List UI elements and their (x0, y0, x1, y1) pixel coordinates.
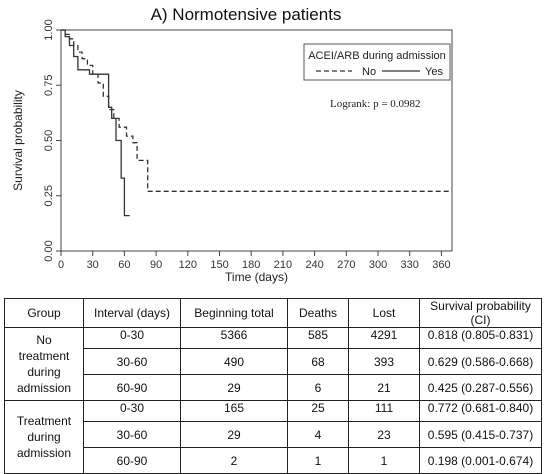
y-tick-label: 0.75 (43, 75, 55, 96)
km-survival-chart: A) Normotensive patients 0.00 0.25 0.50 0.75… (11, 5, 453, 284)
x-tick-label: 240 (305, 259, 323, 271)
x-tick-label: 360 (432, 259, 450, 271)
group-label-line: admission (16, 381, 72, 395)
lost-cell: 21 (348, 374, 420, 401)
x-tick-label: 300 (369, 259, 387, 271)
deaths-cell: 585 (287, 327, 349, 349)
x-tick-label: 270 (337, 259, 355, 271)
group-label-line: Treatment (16, 414, 72, 428)
table-row: No treatment during admission 0-30 5366 585 429… (4, 327, 542, 401)
x-axis-title: Time (days) (225, 270, 288, 284)
lost-cell: 1 (348, 447, 420, 474)
deaths-cell: 25 (287, 400, 349, 422)
header-lost: Lost (348, 298, 420, 328)
legend-label-yes: Yes (425, 66, 443, 78)
group-label-line: during (27, 430, 61, 444)
lost-cell: 23 (348, 421, 420, 448)
x-tick-label: 180 (242, 259, 260, 271)
header-deaths: Deaths (287, 298, 349, 328)
deaths-cell: 6 (287, 374, 349, 401)
y-tick-label: 0.25 (43, 185, 55, 206)
group-label-cell: No treatment during admission (4, 327, 84, 401)
header-group: Group (4, 298, 84, 328)
group-label-cell: Treatment during admission (4, 400, 84, 474)
group-label-line: during (27, 365, 61, 379)
table-row: 30-60 29 4 23 0.595 (0.415-0.737) (5, 421, 542, 448)
x-tick-label: 150 (210, 259, 228, 271)
table-row: 60-90 2 1 1 0.198 (0.001-0.674) (5, 447, 542, 474)
interval-cell: 30-60 (83, 421, 181, 448)
header-survival: Survival probability (CI) (419, 298, 542, 328)
survival-cell: 0.629 (0.586-0.668) (419, 348, 542, 375)
header-interval: Interval (days) (83, 298, 181, 328)
legend-title: ACEI/ARB during admission (308, 50, 446, 62)
lost-cell: 111 (348, 400, 420, 422)
beginning-total-cell: 29 (180, 374, 288, 401)
life-table: Group Interval (days) Beginning total De… (4, 298, 542, 474)
x-tick-label: 210 (274, 259, 292, 271)
header-beginning-total: Beginning total (180, 298, 288, 328)
legend-label-no: No (362, 66, 376, 78)
interval-cell: 0-30 (83, 400, 181, 422)
table-row: Treatment during admission 0-30 165 25 111 0.77… (4, 400, 542, 474)
beginning-total-cell: 5366 (180, 327, 288, 349)
lost-cell: 4291 (348, 327, 420, 349)
group-label-line: No (36, 333, 52, 347)
table-row: 60-90 29 6 21 0.425 (0.287-0.556) (5, 374, 542, 401)
km-chart-area: A) Normotensive patients 0.00 0.25 0.50 0.75… (11, 5, 453, 284)
y-tick-label: 0.00 (43, 240, 55, 261)
beginning-total-cell: 2 (180, 447, 288, 474)
x-tick-label: 60 (118, 259, 130, 271)
survival-cell: 0.595 (0.415-0.737) (419, 421, 542, 448)
interval-cell: 60-90 (83, 447, 181, 474)
interval-cell: 30-60 (83, 348, 181, 375)
x-tick-label: 120 (179, 259, 197, 271)
table-body: No treatment during admission 0-30 5366 585 429… (4, 327, 542, 474)
survival-cell: 0.772 (0.681-0.840) (419, 400, 542, 422)
y-tick-label: 1.00 (43, 19, 55, 40)
series-line-yes (61, 29, 130, 217)
group-label-line: admission (16, 446, 72, 460)
x-tick-label: 0 (58, 259, 64, 271)
beginning-total-cell: 29 (180, 421, 288, 448)
logrank-annotation: Logrank: p = 0.0982 (330, 98, 421, 110)
series-line-no (61, 29, 452, 192)
deaths-cell: 4 (287, 421, 349, 448)
x-tick-label: 30 (87, 259, 99, 271)
interval-cell: 60-90 (83, 374, 181, 401)
interval-cell: 0-30 (83, 327, 181, 349)
legend-box (303, 43, 451, 81)
x-tick-label: 330 (401, 259, 419, 271)
beginning-total-cell: 490 (180, 348, 288, 375)
survival-cell: 0.425 (0.287-0.556) (419, 374, 542, 401)
x-tick-label: 90 (150, 259, 162, 271)
survival-cell: 0.198 (0.001-0.674) (419, 447, 542, 474)
survival-cell: 0.818 (0.805-0.831) (419, 327, 542, 349)
beginning-total-cell: 165 (180, 400, 288, 422)
lost-cell: 393 (348, 348, 420, 375)
deaths-cell: 68 (287, 348, 349, 375)
chart-title: A) Normotensive patients (151, 5, 342, 24)
table-row: 30-60 490 68 393 0.629 (0.586-0.668) (5, 348, 542, 375)
y-tick-label: 0.50 (43, 130, 55, 151)
deaths-cell: 1 (287, 447, 349, 474)
table-header-row: Group Interval (days) Beginning total De… (4, 298, 542, 328)
group-label-line: treatment (18, 349, 70, 363)
y-axis-title: Survival probability (11, 90, 25, 191)
